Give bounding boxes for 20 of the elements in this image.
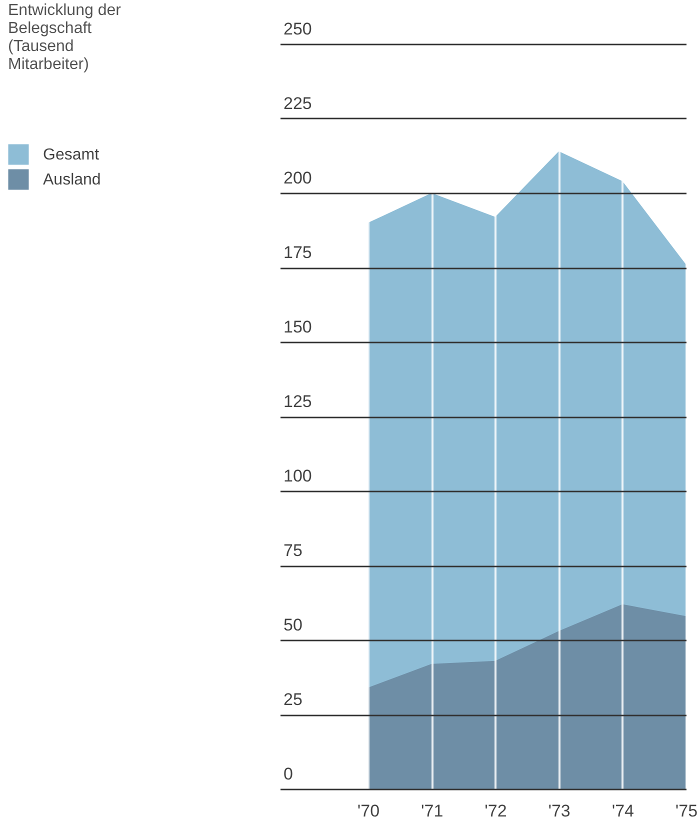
y-tick-label: 225: [284, 94, 312, 113]
y-tick-label: 200: [284, 168, 312, 188]
legend-label: Ausland: [43, 172, 101, 188]
x-tick-label: '72: [484, 802, 507, 820]
y-tick-label: 125: [284, 392, 312, 411]
x-tick-label: '75: [675, 802, 698, 820]
y-tick-label: 50: [284, 616, 302, 634]
y-tick-label: 25: [284, 690, 302, 709]
x-tick-label: '71: [421, 802, 444, 820]
y-tick-label: 175: [284, 243, 312, 262]
y-tick-label: 150: [284, 318, 312, 336]
y-tick-label: 0: [284, 764, 293, 784]
x-tick-label: '70: [357, 802, 380, 820]
text: Entwicklung der Belegschaft (Tausend Mitarbeiter): [8, 2, 122, 73]
x-tick-label: '74: [612, 802, 634, 820]
y-tick-label: 100: [284, 466, 312, 486]
x-tick-label: '73: [548, 802, 570, 820]
legend-label: Gesamt: [43, 146, 100, 164]
y-tick-label: 250: [284, 20, 312, 38]
y-tick-label: 75: [284, 541, 302, 560]
